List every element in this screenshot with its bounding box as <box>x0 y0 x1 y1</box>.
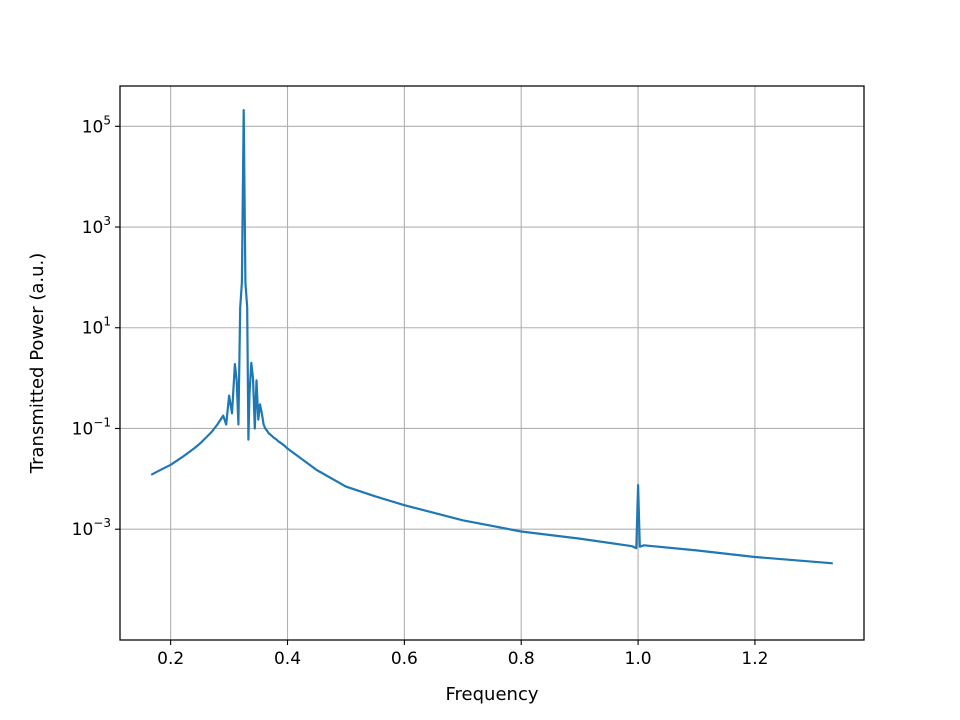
x-tick-label: 1.2 <box>741 649 768 669</box>
y-tick-label: 10−3 <box>72 516 111 540</box>
y-tick-label: 105 <box>82 113 111 137</box>
x-tick-label: 0.8 <box>508 649 535 669</box>
y-axis-ticks: 10−3 10−1 101 103 105 <box>72 113 120 540</box>
y-tick-label: 10−1 <box>72 415 111 439</box>
x-axis-label: Frequency <box>446 684 539 705</box>
series-line <box>150 108 833 565</box>
x-tick-label: 0.4 <box>274 649 301 669</box>
x-tick-label: 0.6 <box>391 649 418 669</box>
plot-frame <box>119 85 865 641</box>
x-tick-label: 1.0 <box>625 649 652 669</box>
x-axis-ticks: 0.2 0.4 0.6 0.8 1.0 1.2 <box>157 640 768 669</box>
y-tick-label: 101 <box>82 315 111 339</box>
y-axis-label: Transmitted Power (a.u.) <box>27 253 48 475</box>
x-tick-label: 0.2 <box>157 649 184 669</box>
grid-layer <box>120 86 864 640</box>
y-tick-label: 103 <box>82 214 111 238</box>
series-layer <box>150 108 833 565</box>
